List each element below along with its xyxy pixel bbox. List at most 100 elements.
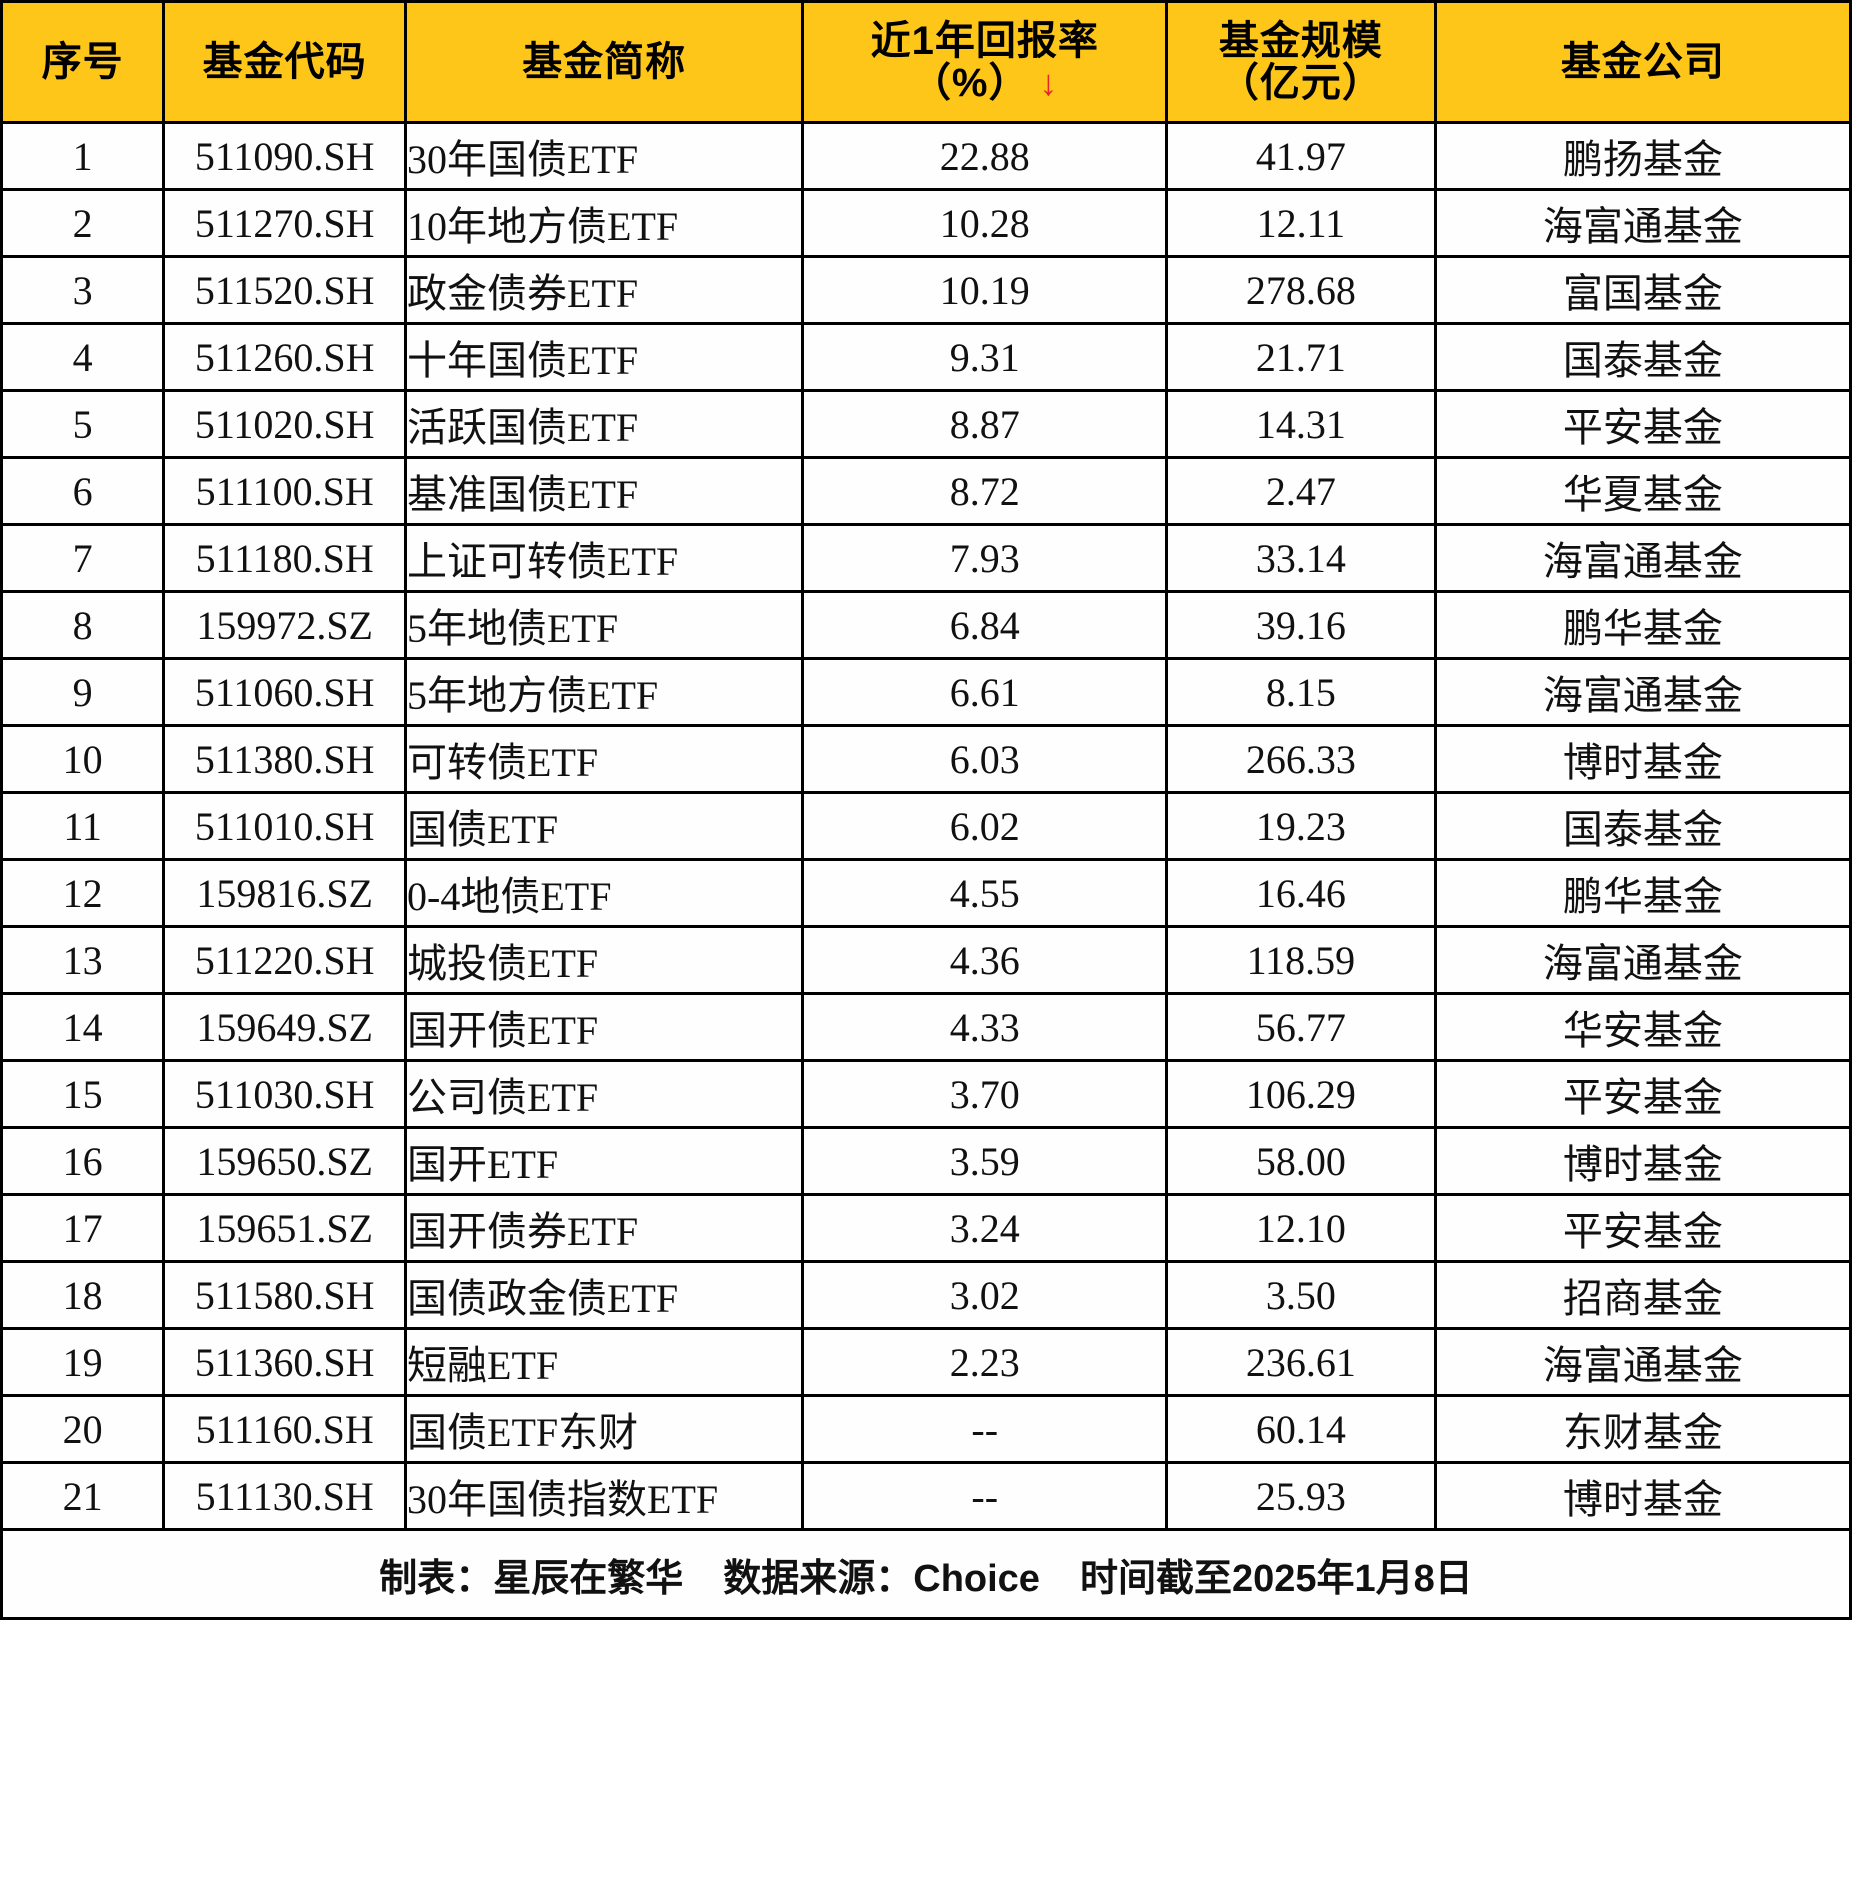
cell-fund-name: 基准国债ETF xyxy=(404,456,805,526)
cell-fund-scale: 8.15 xyxy=(1165,657,1437,727)
cell-index: 17 xyxy=(0,1193,166,1263)
cell-fund-company: 华安基金 xyxy=(1433,992,1852,1062)
cell-fund-scale: 14.31 xyxy=(1165,389,1437,459)
cell-fund-name: 国债ETF xyxy=(404,791,805,861)
fund-scale-label-line1: 基金规模 xyxy=(1218,19,1383,63)
cell-fund-company: 海富通基金 xyxy=(1433,188,1852,258)
cell-fund-scale: 106.29 xyxy=(1165,1059,1437,1129)
cell-fund-company: 平安基金 xyxy=(1433,1059,1852,1129)
cell-index: 6 xyxy=(0,456,166,526)
table-row: 14 159649.SZ 国开债ETF 4.33 56.77 华安基金 xyxy=(0,992,1852,1062)
cell-fund-scale: 39.16 xyxy=(1165,590,1437,660)
table-footer: 制表：星辰在繁华 数据来源：Choice 时间截至2025年1月8日 xyxy=(0,1528,1852,1620)
cell-fund-code: 511130.SH xyxy=(162,1461,408,1531)
cell-fund-name: 5年地债ETF xyxy=(404,590,805,660)
cell-index: 21 xyxy=(0,1461,166,1531)
cell-one-year-return: 9.31 xyxy=(801,322,1169,392)
cell-fund-company: 鹏华基金 xyxy=(1433,590,1852,660)
cell-fund-name: 可转债ETF xyxy=(404,724,805,794)
cell-one-year-return: 3.24 xyxy=(801,1193,1169,1263)
cell-fund-company: 博时基金 xyxy=(1433,724,1852,794)
cell-fund-code: 511220.SH xyxy=(162,925,408,995)
fund-scale-label-line2: （亿元） xyxy=(1218,61,1383,105)
cell-fund-code: 511060.SH xyxy=(162,657,408,727)
column-header-fund-company[interactable]: 基金公司 xyxy=(1433,0,1852,124)
cell-one-year-return: 3.02 xyxy=(801,1260,1169,1330)
table-row: 17 159651.SZ 国开债券ETF 3.24 12.10 平安基金 xyxy=(0,1193,1852,1263)
cell-fund-code: 511580.SH xyxy=(162,1260,408,1330)
footer-cell: 制表：星辰在繁华 数据来源：Choice 时间截至2025年1月8日 xyxy=(0,1528,1852,1620)
cell-fund-code: 511360.SH xyxy=(162,1327,408,1397)
cell-fund-name: 国债政金债ETF xyxy=(404,1260,805,1330)
cell-one-year-return: 7.93 xyxy=(801,523,1169,593)
table-row: 12 159816.SZ 0-4地债ETF 4.55 16.46 鹏华基金 xyxy=(0,858,1852,928)
cell-fund-name: 短融ETF xyxy=(404,1327,805,1397)
cell-one-year-return: -- xyxy=(801,1394,1169,1464)
cell-fund-company: 鹏扬基金 xyxy=(1433,121,1852,191)
cell-index: 18 xyxy=(0,1260,166,1330)
cell-fund-company: 国泰基金 xyxy=(1433,791,1852,861)
cell-index: 8 xyxy=(0,590,166,660)
cell-fund-company: 海富通基金 xyxy=(1433,925,1852,995)
cell-fund-company: 海富通基金 xyxy=(1433,523,1852,593)
cell-one-year-return: 22.88 xyxy=(801,121,1169,191)
cell-fund-name: 国开债券ETF xyxy=(404,1193,805,1263)
cell-fund-code: 511030.SH xyxy=(162,1059,408,1129)
table-row: 19 511360.SH 短融ETF 2.23 236.61 海富通基金 xyxy=(0,1327,1852,1397)
cell-one-year-return: 8.72 xyxy=(801,456,1169,526)
cell-fund-company: 平安基金 xyxy=(1433,389,1852,459)
cell-fund-code: 511520.SH xyxy=(162,255,408,325)
cell-fund-scale: 2.47 xyxy=(1165,456,1437,526)
cell-fund-code: 511380.SH xyxy=(162,724,408,794)
cell-fund-name: 30年国债ETF xyxy=(404,121,805,191)
column-header-fund-scale[interactable]: 基金规模 （亿元） xyxy=(1165,0,1437,124)
cell-index: 2 xyxy=(0,188,166,258)
cell-one-year-return: -- xyxy=(801,1461,1169,1531)
footer-source: 数据来源：Choice xyxy=(723,1557,1040,1600)
cell-index: 14 xyxy=(0,992,166,1062)
cell-fund-name: 5年地方债ETF xyxy=(404,657,805,727)
cell-fund-code: 511090.SH xyxy=(162,121,408,191)
table-row: 3 511520.SH 政金债券ETF 10.19 278.68 富国基金 xyxy=(0,255,1852,325)
cell-fund-company: 博时基金 xyxy=(1433,1126,1852,1196)
cell-fund-name: 国债ETF东财 xyxy=(404,1394,805,1464)
sort-desc-arrow-icon[interactable]: ↓ xyxy=(1039,62,1059,103)
cell-fund-company: 平安基金 xyxy=(1433,1193,1852,1263)
footer-author: 制表：星辰在繁华 xyxy=(379,1557,684,1600)
cell-fund-code: 511020.SH xyxy=(162,389,408,459)
cell-index: 1 xyxy=(0,121,166,191)
cell-index: 20 xyxy=(0,1394,166,1464)
column-header-one-year-return[interactable]: 近1年回报率 （%） ↓ xyxy=(801,0,1169,124)
cell-index: 9 xyxy=(0,657,166,727)
cell-one-year-return: 4.55 xyxy=(801,858,1169,928)
cell-index: 16 xyxy=(0,1126,166,1196)
cell-fund-scale: 12.10 xyxy=(1165,1193,1437,1263)
cell-fund-code: 159650.SZ xyxy=(162,1126,408,1196)
cell-fund-scale: 33.14 xyxy=(1165,523,1437,593)
table-header: 序号 基金代码 基金简称 近1年回报率 （%） ↓ 基金规模 （亿元） 基金公司 xyxy=(0,0,1852,124)
cell-fund-code: 159972.SZ xyxy=(162,590,408,660)
column-header-fund-name[interactable]: 基金简称 xyxy=(404,0,805,124)
cell-fund-scale: 3.50 xyxy=(1165,1260,1437,1330)
table-row: 4 511260.SH 十年国债ETF 9.31 21.71 国泰基金 xyxy=(0,322,1852,392)
cell-fund-name: 活跃国债ETF xyxy=(404,389,805,459)
one-year-return-label-line1: 近1年回报率 xyxy=(870,19,1099,63)
cell-fund-name: 30年国债指数ETF xyxy=(404,1461,805,1531)
cell-fund-company: 鹏华基金 xyxy=(1433,858,1852,928)
cell-fund-scale: 41.97 xyxy=(1165,121,1437,191)
table-row: 9 511060.SH 5年地方债ETF 6.61 8.15 海富通基金 xyxy=(0,657,1852,727)
header-row: 序号 基金代码 基金简称 近1年回报率 （%） ↓ 基金规模 （亿元） 基金公司 xyxy=(0,0,1852,124)
cell-fund-name: 政金债券ETF xyxy=(404,255,805,325)
cell-one-year-return: 6.84 xyxy=(801,590,1169,660)
cell-fund-code: 511100.SH xyxy=(162,456,408,526)
cell-fund-name: 0-4地债ETF xyxy=(404,858,805,928)
cell-one-year-return: 3.59 xyxy=(801,1126,1169,1196)
cell-fund-company: 华夏基金 xyxy=(1433,456,1852,526)
column-header-fund-code[interactable]: 基金代码 xyxy=(162,0,408,124)
cell-fund-code: 511160.SH xyxy=(162,1394,408,1464)
cell-one-year-return: 3.70 xyxy=(801,1059,1169,1129)
table-row: 21 511130.SH 30年国债指数ETF -- 25.93 博时基金 xyxy=(0,1461,1852,1531)
column-header-index[interactable]: 序号 xyxy=(0,0,166,124)
cell-one-year-return: 4.33 xyxy=(801,992,1169,1062)
cell-fund-company: 招商基金 xyxy=(1433,1260,1852,1330)
